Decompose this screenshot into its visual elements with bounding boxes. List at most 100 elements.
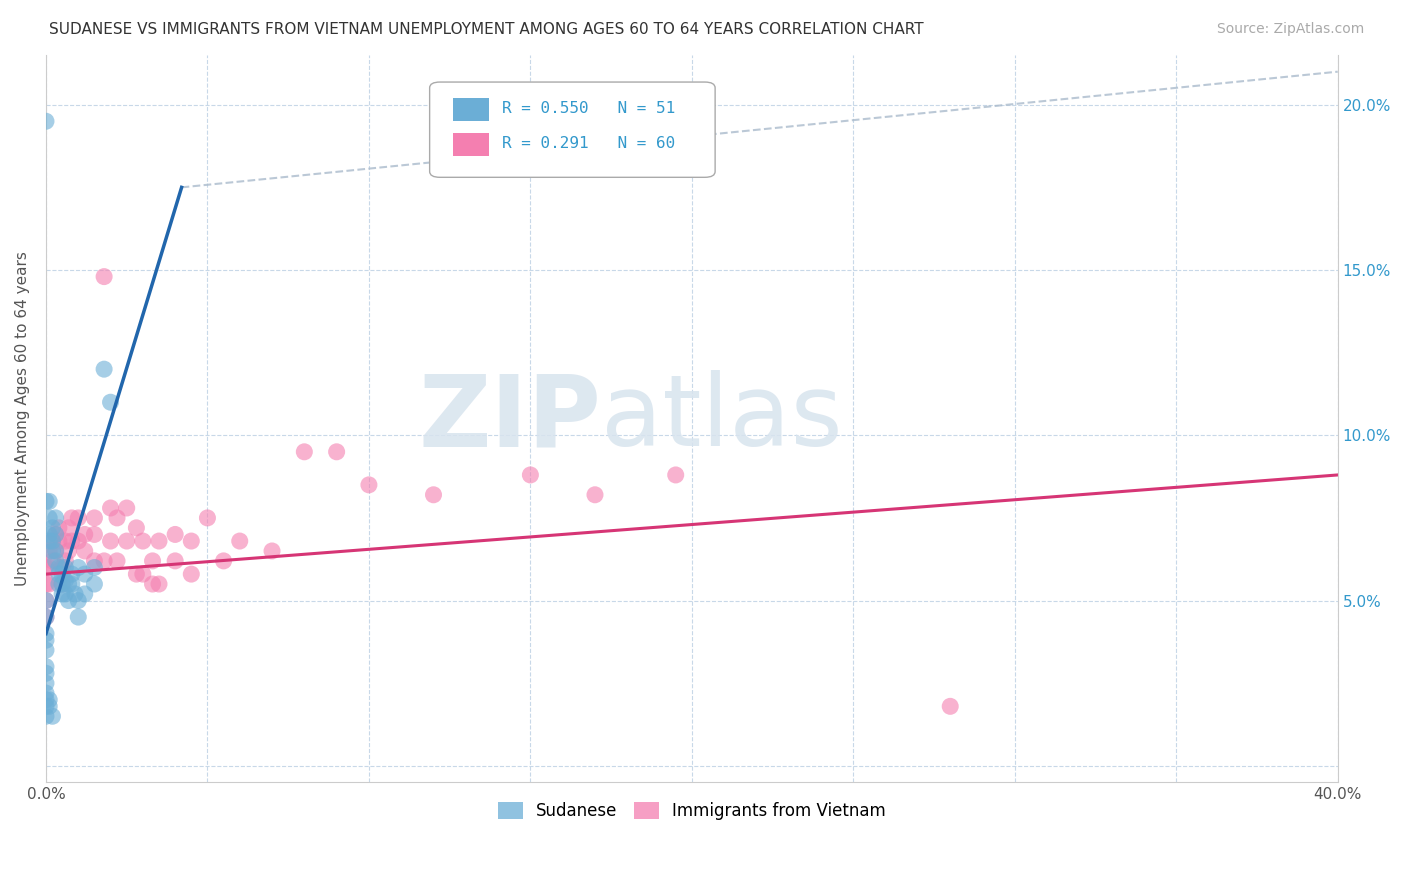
Point xyxy=(38,560,60,574)
Point xyxy=(93,554,115,568)
Point xyxy=(48,577,70,591)
Point xyxy=(35,686,58,700)
Text: R = 0.291   N = 60: R = 0.291 N = 60 xyxy=(502,136,675,152)
Point xyxy=(58,577,80,591)
Point xyxy=(35,692,58,706)
Point xyxy=(93,362,115,376)
Point xyxy=(48,534,70,549)
Point xyxy=(132,534,155,549)
Point xyxy=(35,560,58,574)
Point xyxy=(38,534,60,549)
Point xyxy=(53,554,76,568)
Point xyxy=(45,527,67,541)
Point xyxy=(148,577,170,591)
Point xyxy=(35,709,58,723)
Point xyxy=(260,544,283,558)
Point xyxy=(180,534,202,549)
Point xyxy=(51,560,73,574)
FancyBboxPatch shape xyxy=(453,133,489,156)
Point xyxy=(422,488,444,502)
Point xyxy=(45,554,67,568)
Point xyxy=(45,544,67,558)
Point xyxy=(93,269,115,284)
Point xyxy=(35,643,58,657)
Point xyxy=(51,587,73,601)
Point xyxy=(83,554,105,568)
Point xyxy=(67,534,90,549)
Point xyxy=(48,560,70,574)
Point xyxy=(38,511,60,525)
Point xyxy=(41,521,63,535)
Point xyxy=(60,577,83,591)
Point xyxy=(41,554,63,568)
Point xyxy=(35,676,58,690)
Point xyxy=(48,521,70,535)
Point xyxy=(939,699,962,714)
Point xyxy=(51,567,73,582)
Point xyxy=(519,467,541,482)
Point xyxy=(73,544,96,558)
Point xyxy=(665,467,688,482)
Point xyxy=(148,534,170,549)
Point xyxy=(67,610,90,624)
Point xyxy=(35,610,58,624)
Point xyxy=(45,527,67,541)
Point xyxy=(35,666,58,681)
Point xyxy=(67,593,90,607)
Point xyxy=(35,699,58,714)
Text: SUDANESE VS IMMIGRANTS FROM VIETNAM UNEMPLOYMENT AMONG AGES 60 TO 64 YEARS CORRE: SUDANESE VS IMMIGRANTS FROM VIETNAM UNEM… xyxy=(49,22,924,37)
Text: ZIP: ZIP xyxy=(419,370,602,467)
Point xyxy=(325,445,347,459)
Point xyxy=(35,577,58,591)
Point xyxy=(115,501,138,516)
Point xyxy=(35,494,58,508)
Point xyxy=(357,478,380,492)
Point xyxy=(53,534,76,549)
Point xyxy=(212,554,235,568)
Point xyxy=(35,659,58,673)
Point xyxy=(58,593,80,607)
Point xyxy=(38,692,60,706)
Point xyxy=(58,521,80,535)
Point xyxy=(53,560,76,574)
Point xyxy=(141,554,163,568)
Point xyxy=(180,567,202,582)
Point xyxy=(292,445,315,459)
Point xyxy=(38,527,60,541)
Text: R = 0.550   N = 51: R = 0.550 N = 51 xyxy=(502,102,675,117)
Point xyxy=(83,560,105,574)
Point xyxy=(41,544,63,558)
Point xyxy=(105,554,128,568)
Point xyxy=(125,521,148,535)
Text: Source: ZipAtlas.com: Source: ZipAtlas.com xyxy=(1216,22,1364,37)
Y-axis label: Unemployment Among Ages 60 to 64 years: Unemployment Among Ages 60 to 64 years xyxy=(15,252,30,586)
Point xyxy=(63,587,86,601)
Point xyxy=(48,567,70,582)
Text: atlas: atlas xyxy=(602,370,844,467)
Point xyxy=(45,544,67,558)
Point xyxy=(58,544,80,558)
Point xyxy=(60,534,83,549)
Point xyxy=(165,527,187,541)
Point xyxy=(73,587,96,601)
Point xyxy=(100,501,122,516)
Point xyxy=(35,114,58,128)
Point xyxy=(83,511,105,525)
Point xyxy=(141,577,163,591)
Point xyxy=(105,511,128,525)
Point xyxy=(60,567,83,582)
Point xyxy=(53,574,76,588)
Point xyxy=(38,699,60,714)
Point xyxy=(197,511,219,525)
Point xyxy=(83,527,105,541)
Point xyxy=(35,593,58,607)
Point xyxy=(41,534,63,549)
Point xyxy=(38,544,60,558)
Point xyxy=(35,593,58,607)
Point xyxy=(41,534,63,549)
FancyBboxPatch shape xyxy=(430,82,716,178)
Point xyxy=(45,511,67,525)
Point xyxy=(53,587,76,601)
Legend: Sudanese, Immigrants from Vietnam: Sudanese, Immigrants from Vietnam xyxy=(491,795,893,826)
Point xyxy=(41,709,63,723)
